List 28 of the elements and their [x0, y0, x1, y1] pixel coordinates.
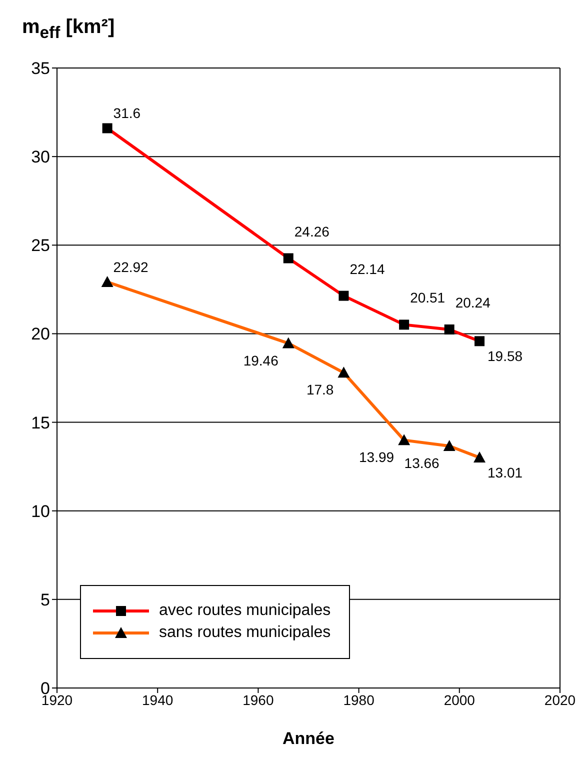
- legend-label: sans routes municipales: [159, 624, 331, 642]
- y-tick-label: 15: [31, 413, 50, 432]
- x-tick-label: 1940: [142, 692, 174, 708]
- y-tick-label: 5: [40, 590, 50, 610]
- x-tick-label: 1960: [242, 692, 274, 708]
- data-label: 20.24: [455, 294, 491, 310]
- data-label: 13.01: [488, 464, 523, 481]
- x-tick-label: 2020: [544, 692, 576, 708]
- x-tick-label: 2000: [444, 692, 476, 708]
- data-label: 22.92: [113, 258, 149, 275]
- y-tick-label: 10: [31, 502, 50, 521]
- data-label: 22.14: [350, 260, 385, 277]
- data-label: 19.58: [488, 348, 523, 364]
- x-axis-title: Année: [282, 729, 334, 748]
- data-label: 31.6: [113, 105, 141, 122]
- data-label: 13.66: [404, 455, 440, 472]
- legend-label: avec routes municipales: [159, 602, 331, 620]
- y-tick-label: 20: [31, 324, 50, 344]
- data-label: 13.99: [359, 449, 394, 466]
- x-tick-label: 1980: [343, 692, 375, 708]
- data-label: 19.46: [243, 352, 279, 368]
- data-label: 24.26: [294, 223, 330, 240]
- data-label: 17.8: [306, 382, 334, 398]
- y-tick-label: 25: [31, 236, 50, 256]
- y-tick-label: 35: [31, 59, 50, 78]
- y-axis-title: m$_{eff}$ [km²]: [22, 16, 115, 43]
- y-tick-label: 30: [31, 148, 50, 167]
- data-label: 20.51: [410, 290, 446, 306]
